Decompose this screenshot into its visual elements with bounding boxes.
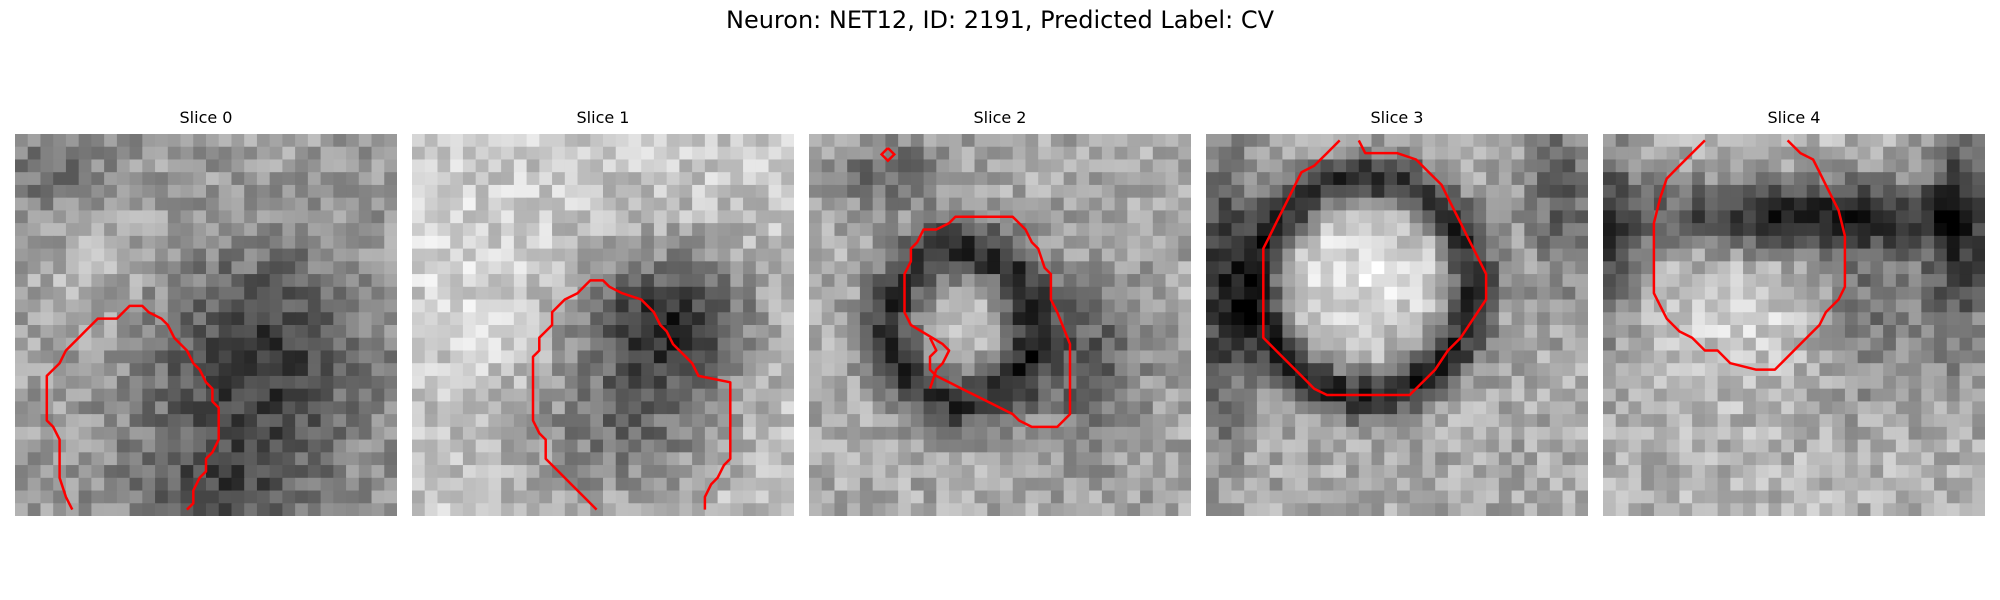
slice-image-1 [412, 134, 794, 516]
slice-title-4: Slice 4 [1767, 108, 1821, 127]
slice-pixels-2 [809, 134, 1191, 516]
slice-image-2 [809, 134, 1191, 516]
contour-marker-2 [879, 147, 897, 163]
figure-title: Neuron: NET12, ID: 2191, Predicted Label… [726, 6, 1274, 34]
slice-title-3: Slice 3 [1370, 108, 1424, 127]
slice-image-3 [1206, 134, 1588, 516]
slice-title-0: Slice 0 [179, 108, 233, 127]
slice-pixels-1 [412, 134, 794, 516]
segmentation-contour-0 [45, 304, 220, 511]
slice-image-4 [1603, 134, 1985, 516]
slice-title-1: Slice 1 [576, 108, 630, 127]
slice-pixels-0 [15, 134, 397, 516]
segmentation-contour-3 [1262, 139, 1488, 397]
slice-title-2: Slice 2 [973, 108, 1027, 127]
segmentation-contour-4 [1652, 139, 1847, 371]
slice-image-0 [15, 134, 397, 516]
segmentation-contour-1 [531, 279, 732, 511]
slice-pixels-3 [1206, 134, 1588, 516]
segmentation-contour-2 [903, 215, 1072, 429]
slice-pixels-4 [1603, 134, 1985, 516]
